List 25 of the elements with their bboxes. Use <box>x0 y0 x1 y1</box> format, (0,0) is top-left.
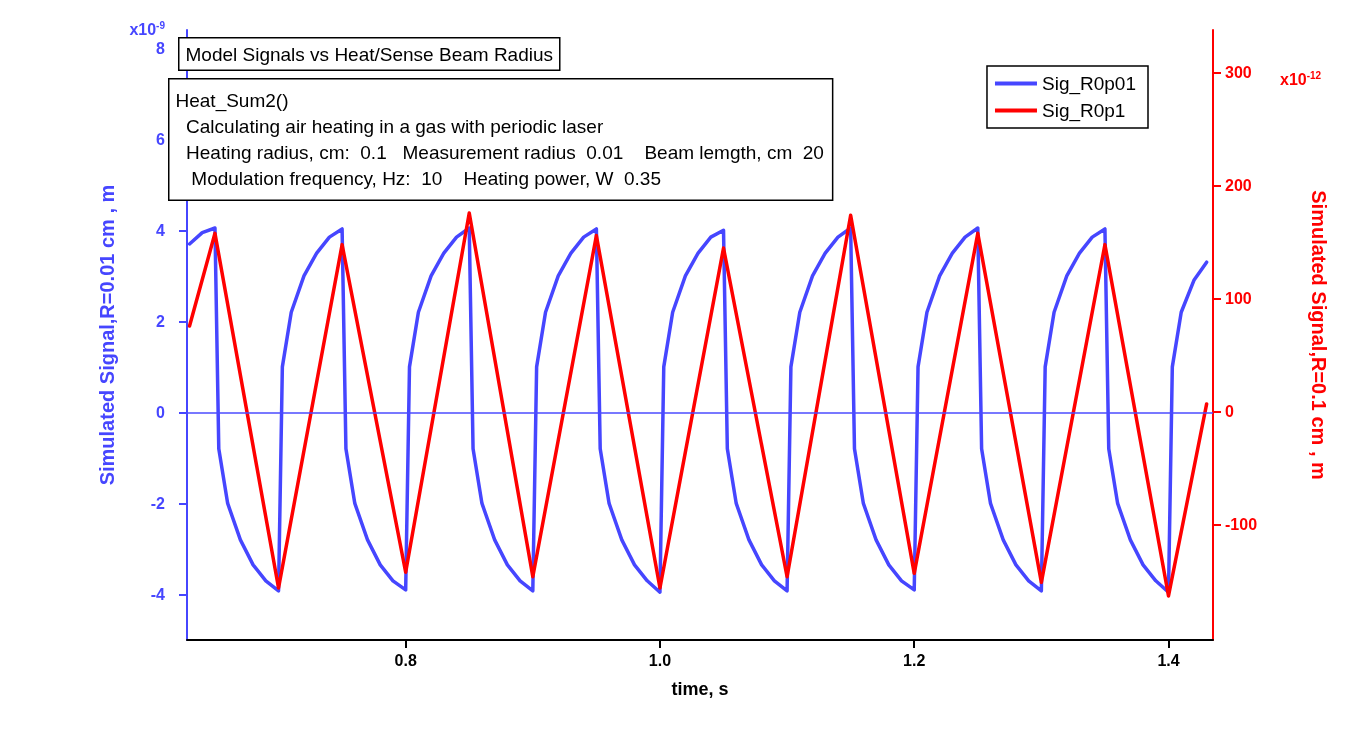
y-tick-label: 4 <box>156 221 166 239</box>
y2-tick-label: 200 <box>1225 177 1252 195</box>
y2-tick-label: -100 <box>1225 516 1258 534</box>
y2-axis-title: Simulated Signal,R=0.1 cm , m <box>1308 190 1330 480</box>
x-tick-label: 0.8 <box>394 651 417 669</box>
legend-label: Sig_R0p1 <box>1041 100 1126 122</box>
y2-tick-label: 100 <box>1225 290 1252 308</box>
x-tick-label: 1.2 <box>903 651 926 669</box>
y-tick-label: 2 <box>156 312 166 330</box>
annotation: Heat_Sum2() Calculating air heating in a gas with periodic laser Heating radius, cm: 0.1 Measurement radius 0.01 Beam lemgth, cm 20 Modulation frequency, Hz: 10 Heating power, W 0.35 <box>175 90 824 189</box>
y2-tick-label: 0 <box>1225 403 1234 421</box>
y-tick-label: 6 <box>156 130 166 148</box>
text: x10$^{-12}$ <box>1280 69 1322 91</box>
text: Model Signals vs Heat/Sense Beam Radius <box>185 43 554 65</box>
x-tick-label: 1.4 <box>1157 651 1180 669</box>
y2-tick-label: 300 <box>1225 64 1252 82</box>
y-tick-label: -4 <box>150 585 166 603</box>
legend-label: Sig_R0p01 <box>1041 73 1137 95</box>
x-axis-title: time, s <box>671 679 729 699</box>
text: x10$^{-9}$ <box>129 19 165 41</box>
x-tick-label: 1.0 <box>648 651 672 669</box>
y-tick-label: 0 <box>156 403 166 421</box>
y-tick-label: -2 <box>150 494 166 512</box>
y-tick-label: 8 <box>156 39 166 57</box>
y-axis-title: Simulated Signal,R=0.01 cm , m <box>96 184 118 486</box>
